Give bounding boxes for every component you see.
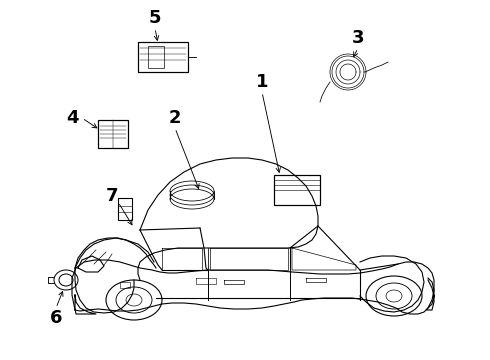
Text: 3: 3 — [352, 29, 364, 47]
Text: 6: 6 — [50, 309, 62, 327]
Text: 7: 7 — [106, 187, 118, 205]
Text: 1: 1 — [256, 73, 268, 91]
Text: 4: 4 — [66, 109, 78, 127]
Text: 2: 2 — [169, 109, 181, 127]
Text: 5: 5 — [149, 9, 161, 27]
Bar — [98, 120, 128, 148]
Bar — [138, 42, 188, 72]
Bar — [118, 198, 132, 220]
Bar — [148, 46, 164, 68]
Bar — [274, 175, 320, 205]
